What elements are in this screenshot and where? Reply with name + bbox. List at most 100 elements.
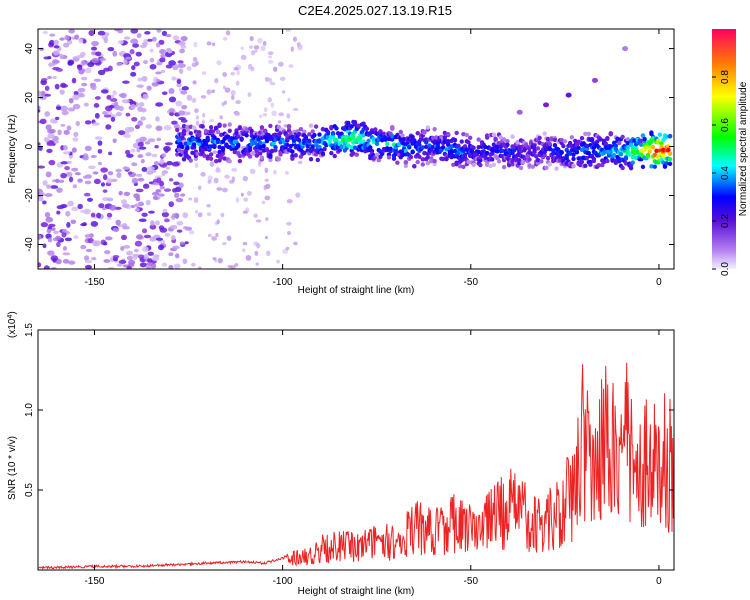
spectrogram-cell <box>134 240 143 247</box>
spectrogram-cell <box>244 127 249 132</box>
spectrogram-cell <box>185 124 190 130</box>
spectrogram-cell <box>147 138 156 143</box>
spectrogram-cell <box>41 77 48 82</box>
spectrogram-cell <box>264 235 269 240</box>
spectrogram-cell <box>84 120 92 125</box>
spectrogram-cell <box>180 149 185 155</box>
spectrogram-cell <box>235 100 241 105</box>
spectrogram-cell <box>94 112 100 119</box>
spectrogram-cell <box>471 162 476 167</box>
spectrogram-cell <box>278 61 284 67</box>
spectrogram-cell <box>159 227 168 233</box>
spectrogram-cell <box>137 77 142 82</box>
spectrogram-cell <box>73 131 79 137</box>
spectrogram-cell <box>107 171 114 176</box>
spectrogram-panel: -150 -100 -50 0 -40 -20 0 20 40 Height of strai… <box>7 28 675 296</box>
spectrogram-cell <box>137 120 143 127</box>
spectrogram-cell <box>121 203 130 208</box>
spectrogram-cell <box>246 190 252 196</box>
spectrogram-cell <box>162 208 168 213</box>
spectrogram-cell <box>256 137 261 142</box>
spectrogram-cell <box>112 90 117 96</box>
spectrogram-cell <box>591 77 598 83</box>
spectrogram-cell <box>605 136 610 141</box>
spectrogram-cell <box>385 146 390 151</box>
spectrogram-cell <box>197 138 202 143</box>
spectrogram-cell <box>262 40 267 46</box>
spectrogram-cell <box>165 33 172 38</box>
spectrogram-cell <box>286 199 293 204</box>
spectrogram-cell <box>258 144 263 150</box>
spectrogram-cell <box>349 144 354 150</box>
spectrogram-cell <box>123 133 131 138</box>
spectrogram-cell <box>324 142 329 148</box>
spectrogram-cell <box>267 97 272 103</box>
spectrogram-cell <box>281 90 286 94</box>
spectrogram-cell <box>320 126 326 132</box>
spectrogram-cell <box>48 39 55 46</box>
spectrogram-cell <box>552 143 558 148</box>
spectrogram-cell <box>657 132 663 137</box>
spectrogram-cell <box>231 167 238 172</box>
spectrogram-cell <box>103 259 111 263</box>
spectrogram-cell <box>302 129 307 135</box>
spectrogram-cell <box>222 156 227 161</box>
spectrogram-cell <box>130 103 136 110</box>
colorbar: 0.0 0.2 0.4 0.6 0.8 Normalized spectral ampl… <box>712 29 749 276</box>
y-tick-label: 0.5 <box>24 483 35 497</box>
spectrogram-cell <box>263 107 268 113</box>
spectrogram-cell <box>307 132 312 137</box>
spectrogram-cell <box>44 93 51 97</box>
spectrogram-cell <box>96 212 102 219</box>
spectrogram-cell <box>131 65 136 71</box>
spectrogram-cell <box>251 151 256 156</box>
spectrogram-cell <box>490 157 495 162</box>
spectrogram-cell <box>168 252 174 257</box>
spectrogram-cell <box>94 96 101 100</box>
spectrogram-cell <box>109 204 117 211</box>
spectrogram-cell <box>398 129 403 135</box>
spectrogram-cell <box>59 53 64 59</box>
spectrogram-cell <box>176 220 184 226</box>
spectrogram-cell <box>169 111 174 117</box>
spectrogram-cell <box>625 137 630 142</box>
spectrogram-cell <box>192 56 198 62</box>
spectrogram-cell <box>115 168 122 173</box>
spectrogram-cell <box>163 145 171 152</box>
spectrogram-cell <box>483 155 488 160</box>
spectrogram-cell <box>107 216 112 221</box>
spectrogram-cell <box>169 224 178 230</box>
spectrogram-cell <box>120 234 127 241</box>
spectrogram-cell <box>176 147 182 153</box>
spectrogram-cell <box>90 84 97 90</box>
spectrogram-cell <box>171 212 180 219</box>
spectrogram-cell <box>129 48 135 55</box>
spectrogram-cell <box>243 197 248 202</box>
spectrogram-cell <box>131 162 138 167</box>
spectrogram-cell <box>142 183 150 189</box>
spectrogram-cell <box>264 167 269 174</box>
spectrogram-cell <box>285 246 290 251</box>
spectrogram-cell <box>106 94 112 100</box>
spectrogram-cell <box>285 29 292 32</box>
spectrogram-cell <box>102 111 108 115</box>
spectrogram-cell <box>224 87 231 93</box>
spectrogram-cell <box>188 124 193 130</box>
spectrogram-cell <box>181 123 187 129</box>
spectrogram-cell <box>586 131 591 137</box>
spectrogram-cell <box>139 136 147 142</box>
spectrogram-cell <box>174 192 180 198</box>
spectrogram-cell <box>649 164 654 169</box>
spectrogram-cell <box>73 90 79 96</box>
spectrogram-cell <box>180 35 188 42</box>
spectrogram-cell <box>217 144 222 150</box>
spectrogram-cell <box>273 148 278 153</box>
spectrogram-cell <box>75 120 81 127</box>
spectrogram-cell <box>208 152 214 157</box>
spectrogram-cell <box>366 138 371 143</box>
spectrogram-cell <box>265 217 269 222</box>
spectrogram-cell <box>452 148 458 154</box>
spectrogram-cell <box>38 165 46 169</box>
spectrogram-cell <box>263 184 267 191</box>
